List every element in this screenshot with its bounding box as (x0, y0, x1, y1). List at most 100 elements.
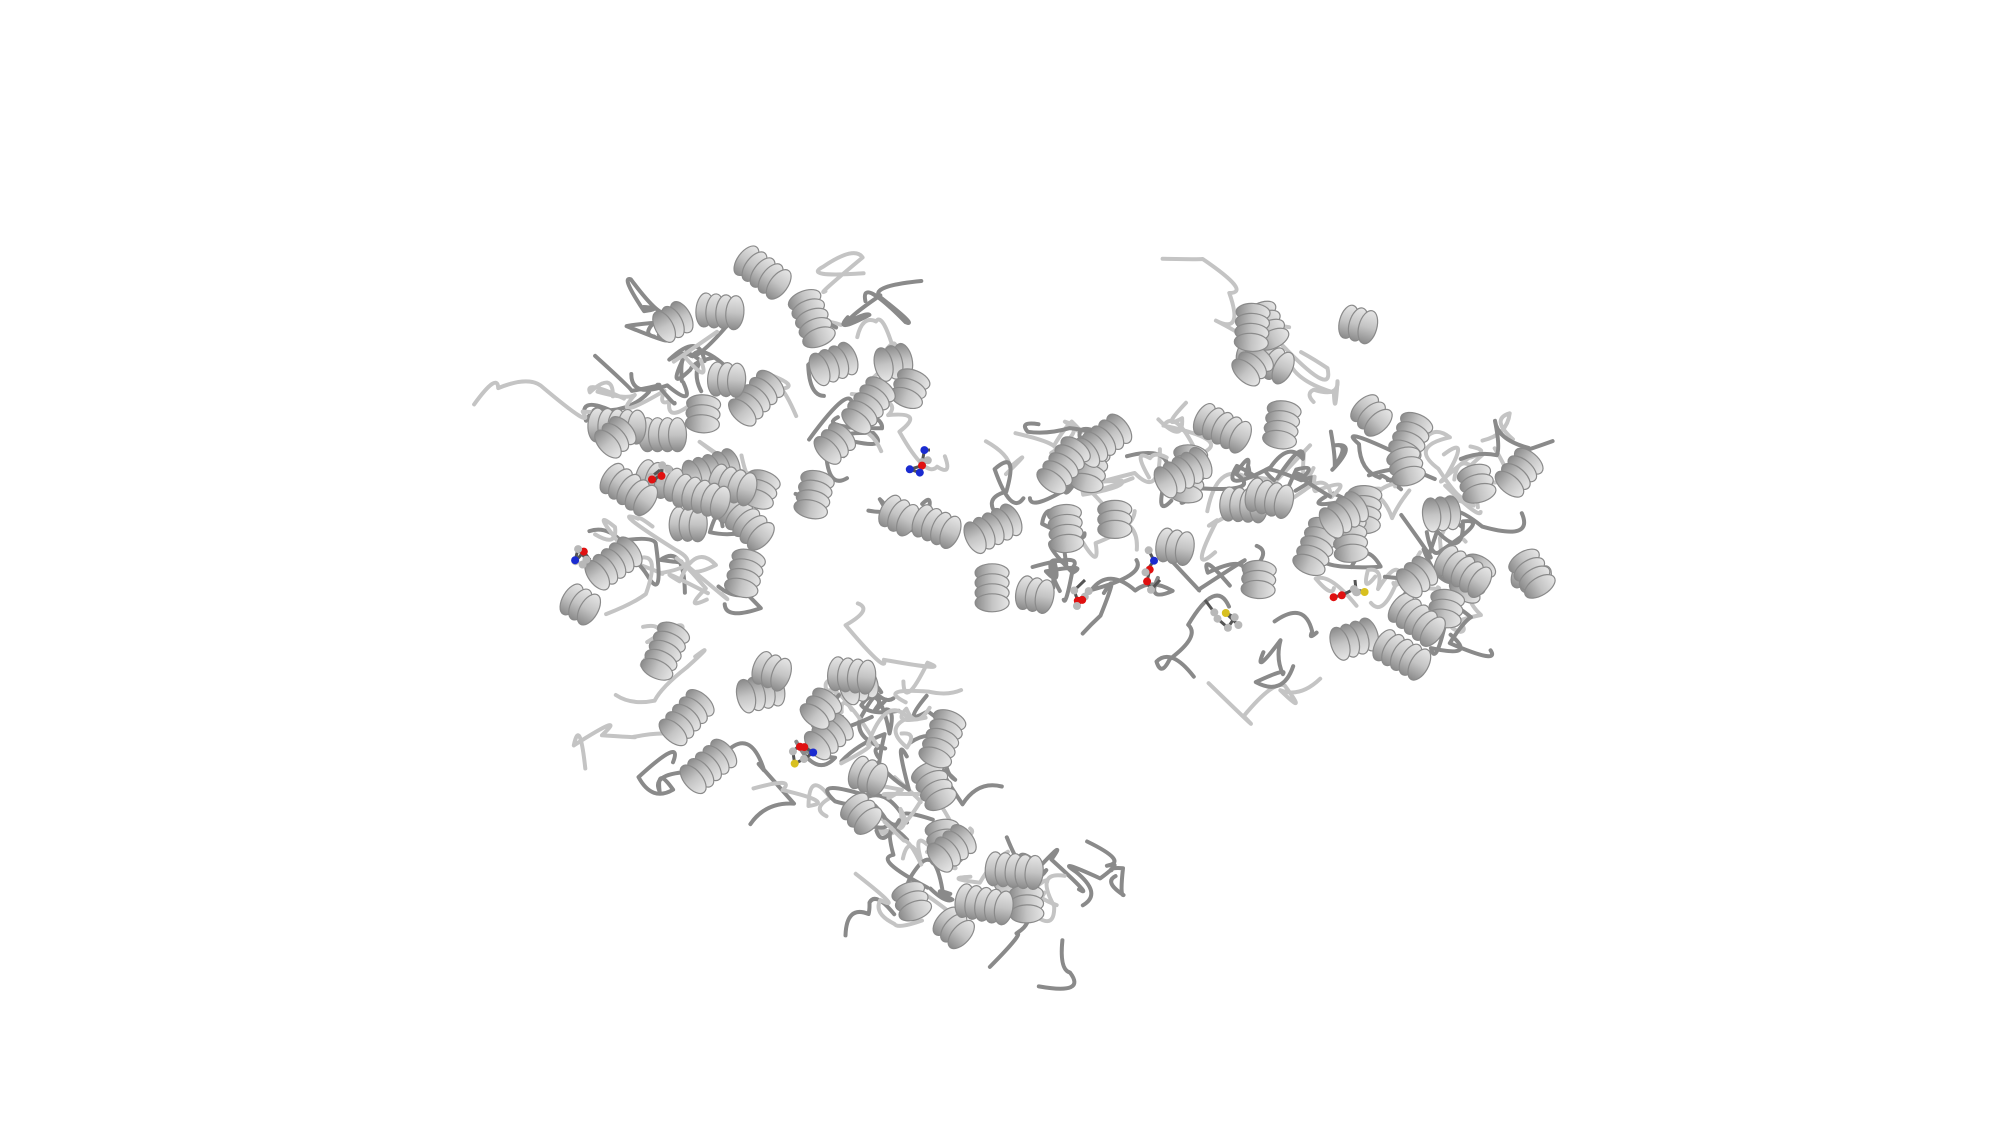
helix-turn (1524, 573, 1556, 599)
helix-turn (632, 484, 659, 517)
alpha-helix (808, 341, 859, 387)
alpha-helix (1395, 555, 1439, 599)
coil-loop (1313, 575, 1359, 608)
alpha-helix (954, 883, 1014, 926)
coil-loop (587, 380, 626, 401)
coil-loop (928, 886, 955, 903)
alpha-helix (707, 463, 758, 507)
alpha-helix (728, 369, 785, 427)
alpha-helix (1433, 545, 1493, 598)
helix-turn (1231, 358, 1261, 387)
helix-turn (770, 657, 792, 692)
oxygen-atom (1143, 577, 1152, 586)
alpha-helix (559, 583, 602, 626)
coil-loop (1043, 539, 1080, 590)
carbon-atom (800, 755, 808, 763)
coil-loop (1138, 452, 1169, 480)
coil-loop (849, 392, 950, 472)
sulfur-atom (1360, 588, 1369, 596)
ligand-molecule (571, 545, 592, 569)
coil-loop (671, 329, 719, 375)
alpha-helix (1244, 477, 1295, 519)
coil-loop (1480, 411, 1515, 443)
helix-turn (799, 703, 830, 730)
alpha-helix (878, 494, 920, 537)
alpha-helix (1386, 446, 1426, 487)
alpha-helix (840, 792, 883, 835)
helix-turn (926, 842, 954, 873)
alpha-helix (1262, 400, 1302, 450)
coil-loop (893, 688, 964, 705)
coil-loop (843, 601, 937, 695)
coil-loop (593, 353, 677, 406)
coil-loop (989, 460, 1026, 524)
helix-turn (725, 295, 745, 331)
coil-loop (1109, 866, 1126, 898)
alpha-helix (873, 342, 914, 382)
alpha-helix (787, 288, 836, 349)
helix-turn (1333, 543, 1369, 563)
coil-loop (722, 741, 796, 827)
helix-turn (1174, 531, 1195, 567)
coil-loop (1206, 676, 1323, 726)
coil-loop (1438, 444, 1484, 484)
alpha-helix (1153, 446, 1213, 499)
coil-loop (674, 556, 709, 606)
coil-loop (667, 555, 730, 601)
coil-loop (899, 705, 932, 722)
alpha-helix (1456, 463, 1497, 504)
alpha-helices (559, 245, 1556, 950)
alpha-helix (1350, 394, 1393, 437)
alpha-helix (1046, 503, 1085, 554)
coil-loop (1253, 638, 1296, 689)
carbon-atom (1147, 585, 1155, 594)
alpha-helix (1421, 495, 1462, 533)
helix-turn (1318, 507, 1344, 539)
helix-turn (1009, 904, 1045, 924)
helix-turn (1395, 568, 1423, 599)
helix-turn (1329, 626, 1351, 661)
ligand-sticks (571, 446, 1369, 768)
coil-loop (1067, 839, 1117, 908)
helix-turn (640, 657, 674, 681)
ligand-molecule (1141, 546, 1162, 594)
alpha-helix (599, 462, 659, 517)
alpha-helix (1372, 629, 1432, 681)
alpha-helix (826, 656, 877, 695)
coil-loop (1036, 938, 1077, 991)
alpha-helix (793, 469, 835, 520)
carbon-atom (1230, 613, 1239, 622)
helix-turn (1292, 553, 1326, 577)
helix-turn (853, 806, 883, 835)
carbon-atom (1144, 546, 1153, 555)
helix-turn (709, 485, 731, 520)
coil-loop (882, 819, 924, 867)
alpha-helix (652, 301, 694, 343)
coil-loop (815, 251, 866, 295)
helix-turn (963, 521, 987, 555)
oxygen-atom (657, 471, 666, 480)
oxygen-atom (1078, 595, 1087, 604)
alpha-helix (926, 824, 977, 873)
nitrogen-atom (571, 556, 580, 565)
helix-turn (793, 499, 829, 520)
carbon-atom (1234, 621, 1243, 629)
nitrogen-atom (905, 465, 914, 474)
alpha-helix (684, 394, 722, 434)
ligand-molecule (1329, 579, 1369, 602)
helix-turn (1262, 429, 1298, 450)
alpha-helix (813, 422, 857, 465)
oxygen-atom (918, 461, 926, 470)
helix-turn (866, 762, 889, 797)
carbon-atom (788, 747, 797, 756)
helix-turn (652, 310, 677, 343)
carbon-atom (656, 478, 665, 486)
helix-turn (594, 429, 622, 459)
helix-turn (723, 577, 759, 599)
nitrogen-atom (920, 446, 929, 455)
coil-loop (1156, 400, 1188, 434)
coil-loop (613, 648, 707, 705)
helix-turn (1233, 332, 1269, 353)
helix-turn (1024, 854, 1044, 891)
